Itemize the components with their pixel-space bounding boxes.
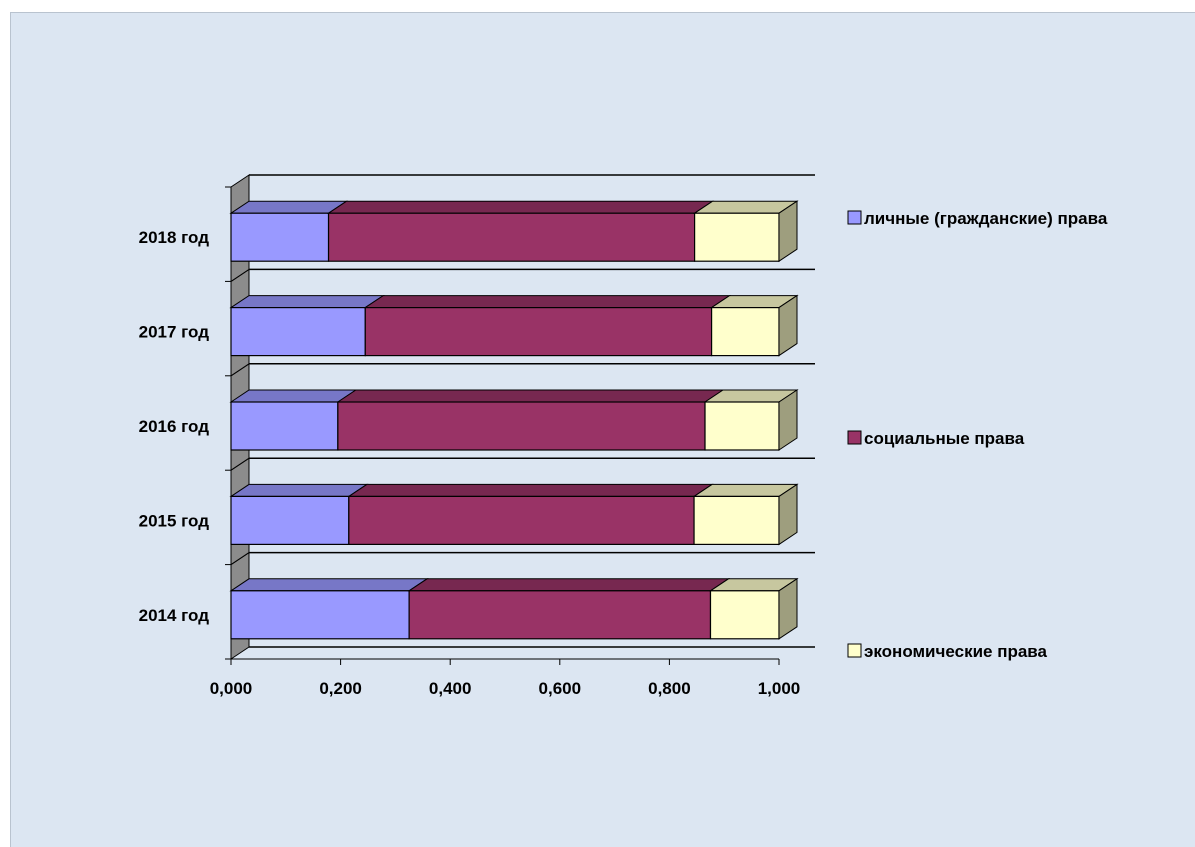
bar-segment (693, 495, 780, 545)
bar-segment-top (336, 389, 725, 403)
x-tick-label: 0,400 (429, 679, 472, 698)
legend-swatch (847, 430, 862, 445)
bar-segment-side (778, 200, 798, 263)
bar-segment (348, 495, 695, 545)
x-tick-label: 0,200 (319, 679, 362, 698)
bar-segment (694, 212, 780, 262)
y-tick-label: 2018 год (139, 228, 210, 247)
bar-segment-top (229, 389, 358, 403)
bar-segment (230, 401, 339, 451)
bar-segment-top (229, 578, 429, 592)
legend-swatch (847, 210, 862, 225)
bar-segment-top (347, 483, 714, 497)
bar-segment (230, 212, 330, 262)
bar-segment (230, 307, 366, 357)
bar-segment-top (326, 200, 715, 214)
bar-segment (709, 590, 780, 640)
bar-segment-top (229, 295, 385, 309)
y-tick-label: 2017 год (139, 323, 210, 342)
bar-segment-top (229, 200, 349, 214)
legend-label: личные (гражданские) права (864, 209, 1108, 228)
bar-segment (364, 307, 713, 357)
bar-segment-side (778, 389, 798, 451)
legend-swatch (847, 643, 862, 658)
bar-segment (230, 590, 410, 640)
y-tick-label: 2015 год (139, 511, 210, 530)
bar-segment-top (229, 483, 369, 497)
legend-label: социальные права (864, 429, 1025, 448)
bar-segment (704, 401, 780, 451)
bar-segment-top (407, 578, 731, 592)
bar-segment (337, 401, 706, 451)
bar-segment-side (778, 577, 798, 640)
bar-segment (710, 307, 780, 357)
bar-segment (327, 212, 696, 262)
y-tick-label: 2014 год (139, 606, 210, 625)
x-tick-label: 1,000 (758, 679, 801, 698)
bar-segment-top (363, 295, 732, 309)
chart-area: 0,000 0,200 0,400 0,600 0,800 1,000 2014 год 20… (10, 12, 1195, 847)
bar-segment-side (778, 294, 798, 357)
y-tick-label: 2016 год (139, 417, 210, 436)
bar-segment (230, 495, 350, 545)
x-tick-label: 0,600 (539, 679, 582, 698)
legend-label: экономические права (864, 642, 1048, 661)
stacked-bar-chart: 0,000 0,200 0,400 0,600 0,800 1,000 2014 год 20… (139, 174, 1108, 698)
bar-segment (408, 590, 712, 640)
x-tick-label: 0,800 (648, 679, 691, 698)
bar-segment-side (778, 483, 798, 546)
x-tick-label: 0,000 (210, 679, 253, 698)
